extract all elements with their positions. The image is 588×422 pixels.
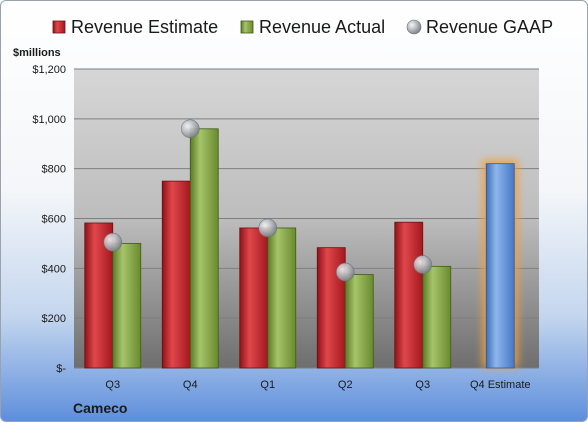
y-tick-label: $- xyxy=(56,363,66,375)
bar-revenue-estimate xyxy=(394,221,424,369)
legend-swatch xyxy=(406,19,422,35)
company-name: Cameco xyxy=(73,400,127,416)
bar-revenue-actual xyxy=(344,274,374,369)
y-tick-label: $200 xyxy=(42,313,66,325)
unit-label: $millions xyxy=(13,47,61,59)
bar-revenue-actual xyxy=(422,265,452,369)
x-tick-label: Q3 xyxy=(105,379,120,391)
y-tick-label: $1,200 xyxy=(32,64,66,76)
x-tick-label: Q1 xyxy=(260,379,275,391)
x-tick-label: Q4 Estimate xyxy=(470,379,531,391)
bar-revenue-estimate xyxy=(239,227,269,369)
legend-label: Revenue GAAP xyxy=(426,17,553,37)
bars xyxy=(84,128,519,369)
marker-revenue-gaap xyxy=(180,119,200,139)
x-axis: Q3 Q4 Q1 Q2 Q3 Q4 Estimate xyxy=(105,379,530,391)
y-tick-label: $1,000 xyxy=(32,114,66,126)
marker-revenue-gaap xyxy=(103,232,123,252)
gridlines xyxy=(74,68,539,369)
y-tick-label: $600 xyxy=(42,214,66,226)
bar-q4-estimate xyxy=(485,163,515,369)
gaap-markers xyxy=(103,119,433,282)
x-tick-label: Q4 xyxy=(183,379,198,391)
y-axis: $- $200 $400 $600 $800 $1,000 $1,200 xyxy=(32,64,66,375)
bar-revenue-actual xyxy=(267,227,297,369)
marker-revenue-gaap xyxy=(413,255,433,274)
legend-swatch xyxy=(52,20,66,34)
legend-label: Revenue Estimate xyxy=(71,17,218,37)
x-tick-label: Q3 xyxy=(415,379,430,391)
bar-revenue-estimate xyxy=(161,180,191,369)
legend-swatch xyxy=(240,20,254,34)
chart-legend: Revenue Estimate Revenue Actual Revenue GA… xyxy=(52,17,553,37)
marker-revenue-gaap xyxy=(335,262,355,282)
legend-label: Revenue Actual xyxy=(259,17,385,37)
bar-revenue-actual xyxy=(112,243,142,369)
y-tick-label: $800 xyxy=(42,164,66,176)
bar-revenue-actual xyxy=(189,128,219,369)
x-tick-label: Q2 xyxy=(338,379,353,391)
marker-revenue-gaap xyxy=(258,218,278,238)
y-tick-label: $400 xyxy=(42,263,66,275)
